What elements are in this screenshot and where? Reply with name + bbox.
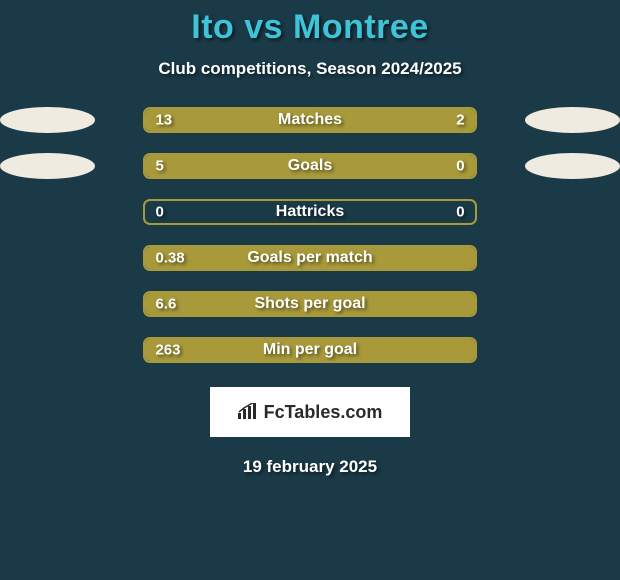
stat-rows: 132Matches 50Goals 00Hattricks 0.38Goals pe… xyxy=(0,107,620,363)
stat-label: Min per goal xyxy=(145,341,474,359)
stat-label: Shots per goal xyxy=(145,295,474,313)
stat-row: 263Min per goal xyxy=(0,337,620,363)
logo: FcTables.com xyxy=(238,402,383,423)
logo-text: FcTables.com xyxy=(264,402,383,423)
player-right-oval xyxy=(525,153,620,179)
stat-row: 132Matches xyxy=(0,107,620,133)
stat-bar: 263Min per goal xyxy=(143,337,476,363)
stat-bar: 6.6Shots per goal xyxy=(143,291,476,317)
player-left-oval xyxy=(0,153,95,179)
stat-label: Goals per match xyxy=(145,249,474,267)
chart-icon xyxy=(238,403,258,421)
stat-bar: 0.38Goals per match xyxy=(143,245,476,271)
stat-label: Goals xyxy=(145,157,474,175)
player-right-oval xyxy=(525,107,620,133)
stat-bar: 00Hattricks xyxy=(143,199,476,225)
player-left-oval xyxy=(0,107,95,133)
stat-row: 0.38Goals per match xyxy=(0,245,620,271)
date: 19 february 2025 xyxy=(0,457,620,477)
stat-label: Hattricks xyxy=(145,203,474,221)
stat-label: Matches xyxy=(145,111,474,129)
stat-row: 50Goals xyxy=(0,153,620,179)
logo-box[interactable]: FcTables.com xyxy=(210,387,410,437)
stat-row: 6.6Shots per goal xyxy=(0,291,620,317)
stat-bar: 50Goals xyxy=(143,153,476,179)
stat-bar: 132Matches xyxy=(143,107,476,133)
page-title: Ito vs Montree xyxy=(0,8,620,47)
subtitle: Club competitions, Season 2024/2025 xyxy=(0,59,620,79)
stats-comparison-card: Ito vs Montree Club competitions, Season… xyxy=(0,0,620,477)
stat-row: 00Hattricks xyxy=(0,199,620,225)
